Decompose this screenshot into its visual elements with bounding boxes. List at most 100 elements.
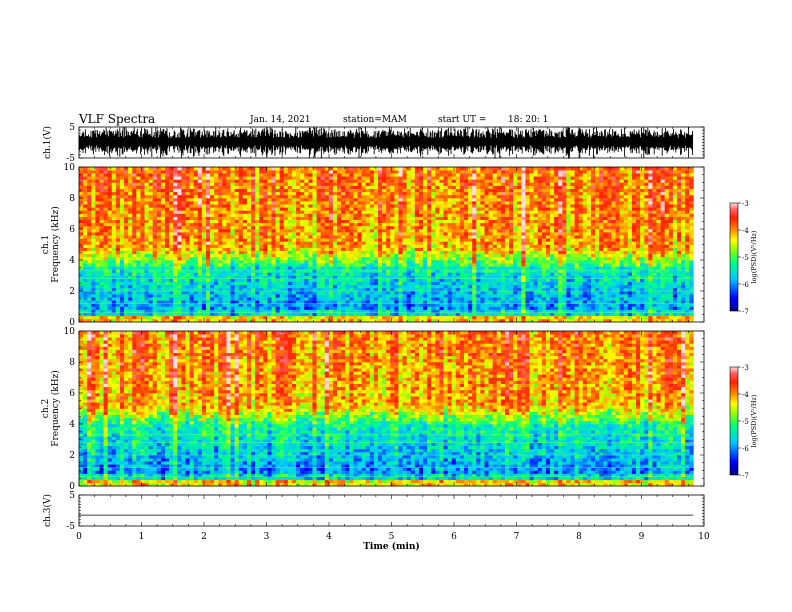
ch1-spectrogram-cell: [283, 303, 289, 307]
ch1-spectrogram-cell: [124, 294, 129, 298]
ch1-spectrogram-cell: [320, 182, 326, 186]
ch1-spectrogram-cell: [480, 238, 485, 242]
ch1-spectrogram-cell: [312, 294, 317, 298]
ch1-spectrogram-cell: [410, 238, 416, 242]
ch1-spectrogram-cell: [222, 235, 227, 239]
ch1-spectrogram-cell: [263, 300, 268, 304]
ch1-spectrogram-cell: [152, 201, 158, 205]
ch1-spectrogram-cell: [197, 179, 203, 183]
ch1-spectrogram-cell: [87, 191, 92, 196]
ch1-spectrogram-cell: [373, 179, 379, 183]
ch1-spectrogram-cell: [324, 272, 330, 276]
ch1-spectrogram-cell: [210, 291, 215, 295]
ch1-spectrogram-cell: [332, 287, 338, 292]
ch1-spectrogram-cell: [103, 247, 108, 251]
ch1-spectrogram-cell: [79, 309, 84, 313]
ch1-spectrogram-cell: [480, 207, 485, 211]
ch1-spectrogram-cell: [287, 312, 293, 317]
ch1-spectrogram-cell: [320, 201, 326, 205]
ch1-spectrogram-cell: [435, 222, 440, 227]
ch1-spectrogram-cell: [308, 309, 313, 313]
ch1-spectrogram-cell: [341, 244, 346, 248]
ch1-spectrogram-cell: [177, 241, 182, 245]
ch1-spectrogram-cell: [238, 253, 244, 258]
ch1-spectrogram-cell: [238, 210, 244, 214]
ch1-spectrogram-cell: [427, 222, 432, 227]
ch1-spectrogram-cell: [128, 213, 133, 217]
ch1-spectrogram-cell: [345, 291, 350, 295]
ch1-spectrogram-cell: [119, 247, 125, 251]
ch1-spectrogram-cell: [468, 294, 473, 298]
ch1-spectrogram-cell: [337, 250, 342, 255]
ch1-spectrogram-cell: [91, 229, 96, 233]
ch1-spectrogram-cell: [398, 260, 403, 264]
ch1-spectrogram-cell: [173, 297, 178, 301]
ch1-spectrogram-cell: [459, 198, 465, 202]
ch1-spectrogram-cell: [136, 241, 141, 245]
ch1-spectrogram-cell: [148, 204, 154, 208]
ch1-spectrogram-cell: [472, 170, 477, 174]
ch1-spectrogram-cell: [83, 306, 88, 310]
ch1-spectrogram-cell: [107, 266, 113, 270]
ch1-spectrogram-cell: [435, 287, 440, 292]
ch1-spectrogram-cell: [87, 204, 92, 208]
ch1-spectrogram-cell: [378, 207, 383, 211]
ch1-spectrogram-cell: [414, 297, 420, 301]
ch1-spectrogram-cell: [226, 185, 231, 189]
ch1-spectrogram-cell: [304, 291, 309, 295]
ch1-spectrogram-cell: [287, 219, 293, 224]
ch1-spectrogram-cell: [345, 250, 350, 255]
ch1-spectrogram-cell: [361, 294, 367, 298]
ch1-spectrogram-cell: [136, 207, 141, 211]
ch1-spectrogram-cell: [398, 204, 403, 208]
ch1-spectrogram-cell: [222, 179, 227, 183]
ch1-spectrogram-cell: [275, 275, 280, 279]
ch1-spectrogram-cell: [271, 191, 276, 196]
ch1-spectrogram-cell: [152, 312, 158, 317]
ch1-spectrogram-cell: [402, 176, 407, 180]
ch1-spectrogram-cell: [287, 188, 293, 193]
ch1-spectrogram-cell: [480, 303, 485, 307]
ch1-spectrogram-cell: [124, 188, 129, 193]
ch1-spectrogram-cell: [111, 176, 117, 180]
ch1-spectrogram-cell: [181, 191, 186, 196]
ch1-spectrogram-cell: [431, 191, 436, 196]
ch1-spectrogram-cell: [332, 198, 338, 202]
ch1-spectrogram-cell: [193, 173, 199, 177]
ch1-spectrogram-cell: [267, 291, 272, 295]
ch1-spectrogram-cell: [156, 216, 162, 220]
ch1-spectrogram-cell: [304, 241, 309, 245]
ch1-spectrogram-cell: [427, 238, 432, 242]
ch1-spectrogram-cell: [406, 278, 412, 282]
ch1-spectrogram-cell: [132, 247, 137, 251]
ch1-spectrogram-cell: [165, 284, 170, 289]
ch1-spectrogram-cell: [181, 213, 186, 217]
ch1-spectrogram-cell: [484, 235, 489, 239]
ch1-spectrogram-cell: [451, 191, 457, 196]
ch1-spectrogram-cell: [390, 213, 395, 217]
ch1-spectrogram-cell: [201, 247, 207, 251]
ch1-spectrogram-cell: [173, 312, 178, 317]
ch1-spectrogram-cell: [431, 315, 436, 320]
ch1-spectrogram-cell: [324, 260, 330, 264]
ch1-spectrogram-cell: [246, 235, 252, 239]
ch1-spectrogram-cell: [439, 287, 444, 292]
ch1-spectrogram-cell: [95, 182, 100, 186]
ch1-spectrogram-cell: [328, 238, 334, 242]
ch1-spectrogram-cell: [148, 275, 154, 279]
ch1-spectrogram-cell: [222, 256, 227, 261]
ch1-spectrogram-cell: [148, 263, 154, 267]
ch1-spectrogram-cell: [136, 287, 141, 292]
ch1-spectrogram-cell: [353, 309, 358, 313]
ch1-spectrogram-cell: [455, 232, 461, 236]
ch1-spectrogram-cell: [476, 185, 481, 189]
ch1-spectrogram-cell: [185, 278, 190, 282]
ch1-spectrogram-cell: [230, 278, 235, 282]
ch1-spectrogram-cell: [279, 182, 285, 186]
ch1-spectrogram-cell: [279, 188, 285, 193]
ch1-spectrogram-cell: [386, 318, 391, 323]
ch1-spectrogram-cell: [87, 256, 92, 261]
ch1-spectrogram-cell: [300, 309, 305, 313]
ch1-spectrogram-cell: [271, 256, 276, 261]
ch1-spectrogram-cell: [222, 213, 227, 217]
